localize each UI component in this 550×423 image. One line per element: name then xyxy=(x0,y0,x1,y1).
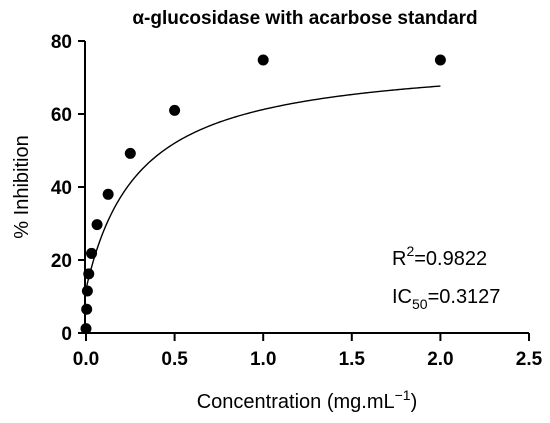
x-axis-label-text: Concentration (mg.mL xyxy=(197,391,395,413)
x-tick-label: 0.0 xyxy=(73,349,99,370)
data-point xyxy=(91,219,103,231)
r-squared-annotation: R2=0.9822 xyxy=(392,243,487,270)
data-point xyxy=(169,104,181,116)
data-point xyxy=(124,147,136,159)
y-tick-label: 0 xyxy=(61,324,72,345)
x-axis-label: Concentration (mg.mL−1) xyxy=(197,387,418,413)
x-tick-label: 1.0 xyxy=(250,349,276,370)
data-point xyxy=(83,268,95,280)
y-axis-label: % Inhibition xyxy=(11,135,33,238)
chart-title: α-glucosidase with acarbose standard xyxy=(132,8,477,29)
plot-area xyxy=(80,54,446,335)
data-point xyxy=(81,303,93,315)
ic50-base: IC xyxy=(392,286,412,308)
data-point xyxy=(102,188,114,200)
ic50-value: =0.3127 xyxy=(428,286,501,308)
x-axis-label-exponent: −1 xyxy=(395,387,411,403)
r2-sup: 2 xyxy=(406,243,414,259)
ic50-annotation: IC50=0.3127 xyxy=(392,286,500,312)
y-tick-label: 20 xyxy=(51,251,72,272)
data-point xyxy=(257,54,269,66)
r2-value: =0.9822 xyxy=(414,248,487,270)
x-axis-label-close: ) xyxy=(411,391,418,413)
data-point xyxy=(81,285,93,297)
data-point xyxy=(86,247,98,259)
x-tick-label: 0.5 xyxy=(161,349,188,370)
y-tick-label: 40 xyxy=(51,178,72,199)
x-tick-label: 2.0 xyxy=(427,349,453,370)
y-tick-label: 60 xyxy=(51,105,72,126)
data-point xyxy=(434,54,446,66)
r2-base: R xyxy=(392,248,406,270)
x-tick-label: 1.5 xyxy=(339,349,366,370)
x-tick-label: 2.5 xyxy=(516,349,543,370)
x-ticks: 0.0 0.5 1.0 1.5 2.0 2.5 xyxy=(73,333,543,370)
y-ticks: 0 20 40 60 80 xyxy=(51,32,85,345)
y-tick-label: 80 xyxy=(51,32,72,53)
ic50-sub: 50 xyxy=(412,296,428,312)
fit-curve xyxy=(85,85,441,290)
